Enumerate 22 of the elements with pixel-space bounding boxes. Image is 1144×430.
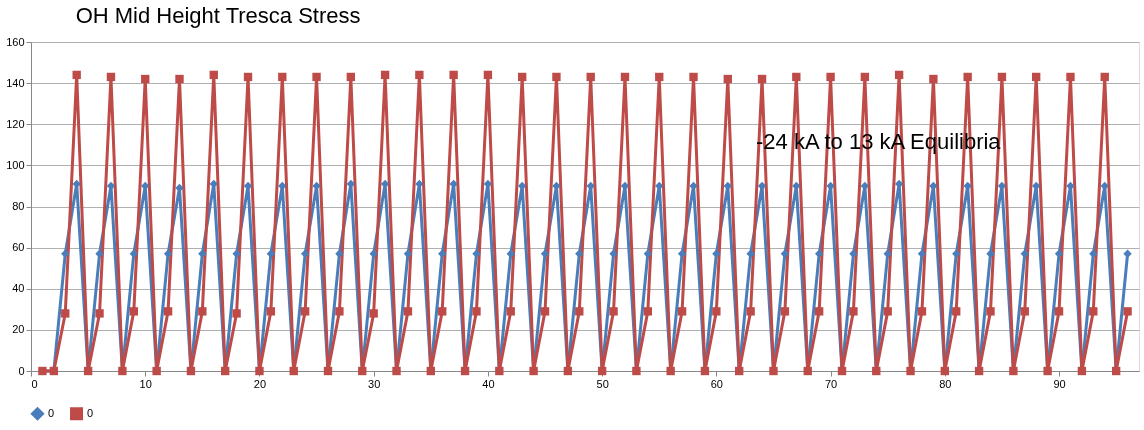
y-tick-label: 160 xyxy=(6,35,25,48)
legend-label: 0 xyxy=(87,406,94,419)
legend-label: 0 xyxy=(48,406,55,419)
y-tick-label: 0 xyxy=(18,364,25,377)
x-tick-label: 30 xyxy=(368,377,381,390)
y-tick-label: 120 xyxy=(6,117,25,130)
x-tick-label: 0 xyxy=(31,377,38,390)
chart-title: OH Mid Height Tresca Stress xyxy=(75,3,361,28)
x-tick-label: 60 xyxy=(710,377,723,390)
x-tick-label: 50 xyxy=(596,377,609,390)
y-tick-label: 140 xyxy=(6,76,25,89)
y-tick-label: 20 xyxy=(12,323,25,336)
y-tick-label: 80 xyxy=(12,200,25,212)
x-tick-label: 40 xyxy=(482,377,495,390)
x-tick-label: 80 xyxy=(939,377,952,390)
y-tick-label: 100 xyxy=(6,158,25,171)
x-tick-label: 70 xyxy=(824,377,838,390)
y-tick-label: 40 xyxy=(12,282,25,295)
y-tick-label: 60 xyxy=(12,241,25,254)
x-tick-label: 20 xyxy=(253,377,267,390)
x-tick-label: 90 xyxy=(1053,377,1066,390)
x-tick-label: 10 xyxy=(139,377,152,390)
